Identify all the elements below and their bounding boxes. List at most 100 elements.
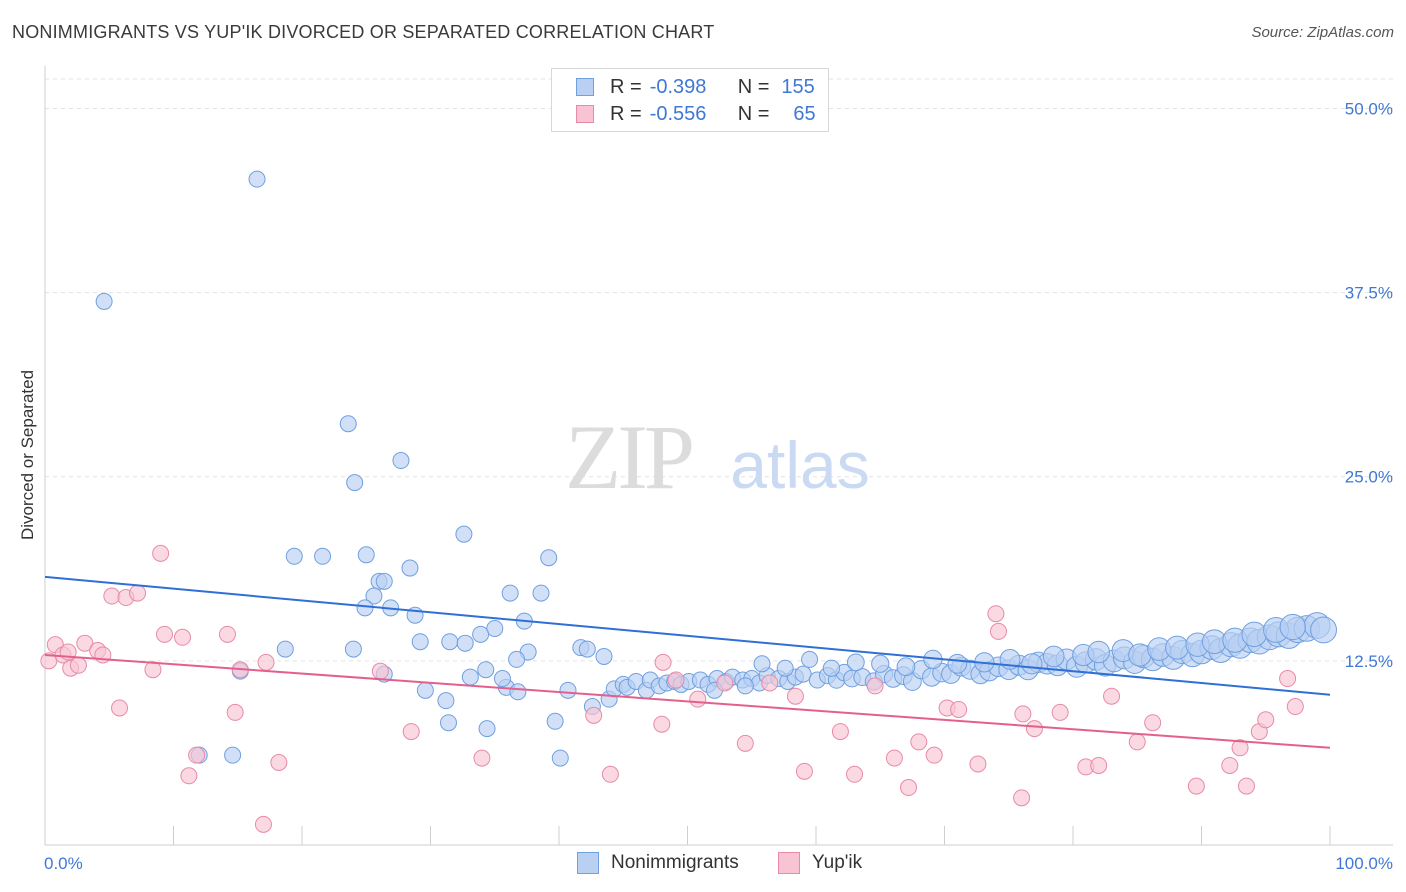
yupik-point bbox=[846, 765, 864, 783]
nonimmigrants-point bbox=[1042, 645, 1065, 668]
nonimmigrants-point bbox=[736, 677, 754, 695]
correlation-legend: R = -0.398 N = 155 R = -0.556 N = 65 bbox=[551, 68, 829, 132]
nonimmigrants-point bbox=[224, 746, 242, 764]
yupik-point bbox=[831, 723, 849, 741]
nonimmigrants-point bbox=[846, 653, 865, 672]
tick-labels: 12.5% 25.0% 37.5% 50.0% 0.0% 100.0% bbox=[44, 99, 1393, 873]
legend-item-nonimmigrants[interactable]: Nonimmigrants bbox=[577, 852, 739, 874]
trend-line-nonimmigrants bbox=[44, 575, 1331, 696]
yupik-point bbox=[795, 762, 813, 780]
nonimmigrants-point bbox=[477, 661, 495, 679]
legend-item-yupik[interactable]: Yup'ik bbox=[778, 852, 862, 874]
trend-line-yupik bbox=[44, 653, 1331, 749]
nonimmigrants-point bbox=[437, 692, 455, 710]
legend-swatch-pink bbox=[576, 105, 594, 123]
nonimmigrants-point bbox=[439, 714, 457, 732]
yupik-point bbox=[254, 815, 272, 833]
nonimmigrants-point bbox=[753, 655, 771, 673]
legend-swatch-pink bbox=[778, 852, 800, 874]
nonimmigrants-point bbox=[794, 665, 812, 683]
y-tick-label: 12.5% bbox=[1345, 652, 1393, 671]
series-legend: Nonimmigrants Yup'ik bbox=[0, 852, 1406, 878]
x-tick-label-max: 100.0% bbox=[1335, 854, 1393, 873]
yupik-point bbox=[402, 723, 420, 741]
yupik-point bbox=[987, 605, 1005, 623]
nonimmigrants-point bbox=[401, 559, 419, 577]
legend-n-value: 155 bbox=[781, 75, 815, 98]
yupik-point bbox=[1221, 756, 1239, 774]
yupik-point bbox=[716, 674, 734, 692]
watermark-atlas: atlas bbox=[730, 428, 869, 502]
nonimmigrants-point bbox=[472, 625, 490, 643]
yupik-point bbox=[257, 653, 275, 671]
watermark: ZIP atlas bbox=[565, 406, 870, 508]
yupik-point bbox=[144, 661, 162, 679]
yupik-point bbox=[1014, 705, 1032, 723]
legend-r-value: -0.398 bbox=[649, 75, 707, 98]
nonimmigrants-point bbox=[346, 474, 364, 492]
yupik-point bbox=[736, 734, 754, 752]
nonimmigrants-point bbox=[357, 546, 375, 564]
yupik-point bbox=[180, 767, 198, 785]
x-tick-label-min: 0.0% bbox=[44, 854, 83, 873]
nonimmigrants-point bbox=[455, 525, 473, 543]
yupik-point bbox=[653, 715, 671, 733]
nonimmigrants-point bbox=[276, 640, 294, 658]
yupik-point bbox=[910, 733, 928, 751]
yupik-point bbox=[1051, 703, 1069, 721]
y-tick-label: 37.5% bbox=[1345, 284, 1393, 303]
nonimmigrants-point bbox=[947, 653, 968, 674]
source-label: Source: ZipAtlas.com bbox=[1251, 24, 1394, 41]
legend-n-label: N = bbox=[737, 75, 770, 98]
nonimmigrants-point bbox=[578, 640, 596, 658]
trend-lines bbox=[44, 575, 1331, 749]
legend-r-label: R = bbox=[610, 102, 642, 125]
yupik-point bbox=[1025, 720, 1043, 738]
series-nonimmigrants-points bbox=[95, 170, 1338, 767]
nonimmigrants-point bbox=[871, 654, 890, 673]
legend-r-value: -0.556 bbox=[649, 102, 707, 125]
legend-n-value: 65 bbox=[793, 102, 816, 125]
nonimmigrants-point bbox=[441, 633, 459, 651]
nonimmigrants-point bbox=[540, 549, 558, 567]
nonimmigrants-point bbox=[339, 415, 357, 433]
nonimmigrants-point bbox=[822, 659, 841, 677]
series-yupik-points bbox=[40, 544, 1304, 833]
yupik-point bbox=[173, 628, 191, 646]
yupik-point bbox=[111, 699, 129, 717]
nonimmigrants-point bbox=[461, 668, 479, 686]
yupik-point bbox=[473, 749, 491, 767]
nonimmigrants-point bbox=[493, 670, 511, 688]
yupik-point bbox=[925, 746, 943, 764]
nonimmigrants-point bbox=[595, 647, 613, 665]
yupik-point bbox=[371, 662, 389, 680]
nonimmigrants-point bbox=[456, 634, 474, 652]
yupik-point bbox=[866, 677, 884, 695]
yupik-point bbox=[188, 746, 206, 764]
nonimmigrants-point bbox=[896, 657, 916, 677]
yupik-point bbox=[226, 703, 244, 721]
yupik-point bbox=[1090, 756, 1108, 774]
y-tick-label: 25.0% bbox=[1345, 468, 1393, 487]
yupik-point bbox=[129, 584, 147, 602]
nonimmigrants-point bbox=[392, 452, 410, 470]
yupik-point bbox=[1187, 777, 1205, 795]
yupik-point bbox=[689, 690, 707, 708]
legend-n-label: N = bbox=[737, 102, 770, 125]
yupik-point bbox=[761, 674, 779, 692]
nonimmigrants-point bbox=[508, 650, 526, 668]
nonimmigrants-point bbox=[501, 584, 519, 602]
yupik-point bbox=[1286, 698, 1304, 716]
yupik-point bbox=[786, 687, 804, 705]
nonimmigrants-point bbox=[248, 170, 266, 188]
nonimmigrants-point bbox=[95, 292, 113, 310]
nonimmigrants-point bbox=[551, 749, 569, 767]
yupik-point bbox=[76, 634, 94, 652]
yupik-point bbox=[989, 622, 1007, 640]
yupik-point bbox=[152, 544, 170, 562]
nonimmigrants-point bbox=[344, 640, 362, 658]
nonimmigrants-point bbox=[1279, 613, 1306, 641]
y-axis-label: Divorced or Separated bbox=[18, 369, 37, 541]
legend-row-nonimmigrants: R = -0.398 N = 155 bbox=[552, 74, 815, 100]
